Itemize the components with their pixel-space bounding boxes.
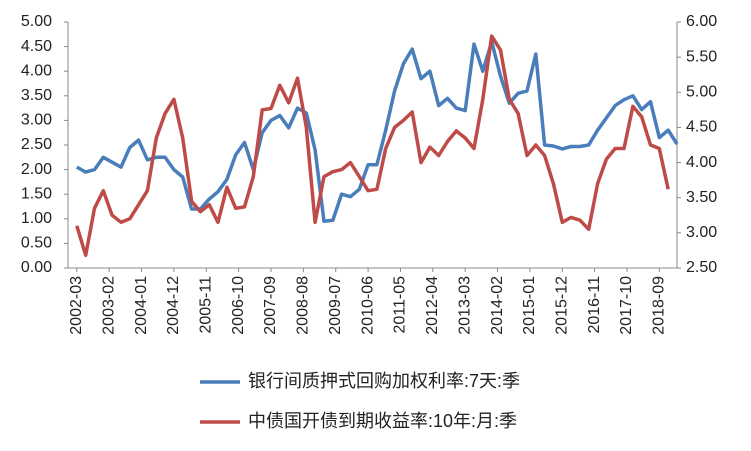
y-tick-label: 0.50 <box>21 235 52 252</box>
x-tick-label: 2011-05 <box>392 276 409 334</box>
x-tick-label: 2005-11 <box>197 276 214 334</box>
y2-tick-label: 5.00 <box>686 84 717 101</box>
y-tick-label: 5.00 <box>21 13 52 30</box>
x-tick-label: 2018-09 <box>651 276 668 335</box>
x-tick-label: 2004-01 <box>133 276 150 335</box>
legend-label: 中债国开债到期收益率:10年:月:季 <box>248 411 517 431</box>
x-tick-label: 2010-06 <box>359 276 376 335</box>
x-tick-label: 2006-10 <box>230 276 247 335</box>
y-tick-label: 2.50 <box>21 136 52 153</box>
x-tick-label: 2003-02 <box>100 276 117 335</box>
y2-tick-label: 2.50 <box>686 259 717 276</box>
y-tick-label: 3.50 <box>21 87 52 104</box>
x-tick-label: 2015-12 <box>553 276 570 335</box>
x-tick-label: 2013-03 <box>456 276 473 335</box>
x-tick-label: 2008-08 <box>295 276 312 335</box>
x-tick-label: 2015-01 <box>521 276 538 335</box>
legend-label: 银行间质押式回购加权利率:7天:季 <box>248 371 520 391</box>
y2-tick-label: 5.50 <box>686 48 717 65</box>
y-tick-label: 1.50 <box>21 185 52 202</box>
y-tick-label: 2.00 <box>21 161 52 178</box>
y-tick-label: 0.00 <box>21 259 52 276</box>
y2-tick-label: 4.50 <box>686 119 717 136</box>
x-tick-label: 2009-07 <box>327 276 344 335</box>
x-tick-label: 2014-02 <box>489 276 506 335</box>
x-tick-label: 2012-04 <box>424 276 441 335</box>
y2-tick-label: 6.00 <box>686 13 717 30</box>
series-line <box>75 39 679 224</box>
y-tick-label: 4.50 <box>21 38 52 55</box>
y2-tick-label: 3.00 <box>686 224 717 241</box>
x-tick-label: 2007-09 <box>262 276 279 335</box>
x-tick-label: 2004-12 <box>165 276 182 335</box>
y2-tick-label: 4.00 <box>686 154 717 171</box>
x-tick-label: 2002-03 <box>68 276 85 335</box>
y-tick-label: 4.00 <box>21 62 52 79</box>
y-tick-label: 1.00 <box>21 210 52 227</box>
x-tick-label: 2017-10 <box>618 276 635 335</box>
y-tick-label: 3.00 <box>21 112 52 129</box>
y2-tick-label: 3.50 <box>686 189 717 206</box>
series-line <box>75 34 670 258</box>
x-tick-label: 2016-11 <box>586 276 603 334</box>
